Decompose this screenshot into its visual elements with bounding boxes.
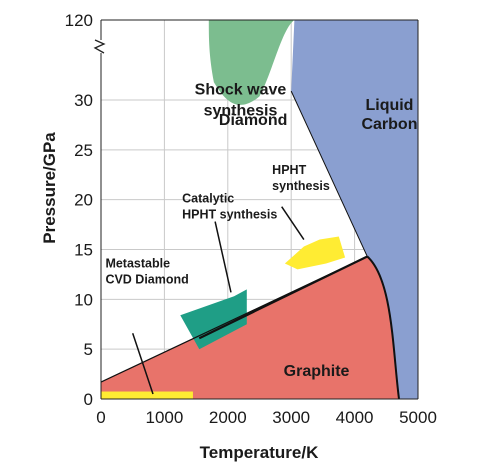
region-label-hpht-synthesis: HPHT synthesis xyxy=(272,163,330,193)
y-tick-label: 30 xyxy=(74,91,93,110)
frame-layer xyxy=(93,19,419,400)
hpht-synthesis-region xyxy=(284,236,346,270)
y-tick-label: 120 xyxy=(65,11,93,30)
axis-break-symbol xyxy=(93,39,106,54)
tick-layer: 0 1000 2000 3000 4000 5000 0 5 10 15 20 25 30 120 xyxy=(65,11,437,427)
x-tick-label: 5000 xyxy=(399,408,437,427)
y-axis-title: Pressure/GPa xyxy=(40,132,59,244)
label-line: Carbon xyxy=(361,116,417,133)
x-tick-label: 0 xyxy=(96,408,105,427)
cvd-diamond-region xyxy=(101,391,193,399)
region-label-catalytic-hpht-synthesis: Catalytic HPHT synthesis xyxy=(182,192,277,222)
x-tick-label: 3000 xyxy=(272,408,310,427)
label-line: Diamond xyxy=(219,112,287,129)
label-line: Metastable xyxy=(105,256,170,270)
y-tick-label: 0 xyxy=(84,390,93,409)
y-tick-label: 5 xyxy=(84,340,93,359)
label-line: Catalytic xyxy=(182,192,234,206)
x-tick-label: 2000 xyxy=(209,408,247,427)
boundary-layer xyxy=(100,90,400,400)
y-tick-label: 25 xyxy=(74,141,93,160)
label-line: Liquid xyxy=(365,97,413,114)
label-line: HPHT xyxy=(272,163,306,177)
graphite-diamond-boundary-heavy xyxy=(198,255,368,340)
region-label-graphite: Graphite xyxy=(284,363,350,380)
label-line: Graphite xyxy=(284,363,350,380)
region-label-liquid-carbon: Liquid Carbon xyxy=(361,97,417,133)
region-label-shock-wave-synthesis: Shock wave synthesis xyxy=(195,82,287,120)
region-label-diamond: Diamond xyxy=(219,112,287,129)
label-line: HPHT synthesis xyxy=(182,208,277,222)
region-label-metastable-cvd-diamond: Metastable CVD Diamond xyxy=(105,256,188,286)
pointer-hpht xyxy=(281,206,305,240)
shock-wave-synthesis-region xyxy=(208,20,295,105)
graphite-region xyxy=(101,256,399,399)
catalytic-hpht-region xyxy=(180,289,247,350)
y-tick-label: 20 xyxy=(74,191,93,210)
label-line: synthesis xyxy=(272,179,330,193)
x-axis-title: Temperature/K xyxy=(200,443,319,462)
pointer-catalytic xyxy=(214,221,232,293)
x-tick-label: 4000 xyxy=(336,408,374,427)
y-tick-label: 15 xyxy=(74,241,93,260)
graphite-liquid-boundary xyxy=(366,255,400,400)
label-line: synthesis xyxy=(204,103,278,120)
x-tick-label: 1000 xyxy=(145,408,183,427)
label-line: Shock wave xyxy=(195,82,287,99)
y-tick-label: 10 xyxy=(74,290,93,309)
label-line: CVD Diamond xyxy=(105,272,188,286)
diamond-liquid-boundary xyxy=(290,90,368,257)
liquid-carbon-region xyxy=(291,20,418,399)
region-layer xyxy=(101,20,418,399)
pointer-cvd xyxy=(131,332,154,395)
label-layer: Diamond Graphite Liquid Carbon Shock wave syn… xyxy=(105,82,417,395)
